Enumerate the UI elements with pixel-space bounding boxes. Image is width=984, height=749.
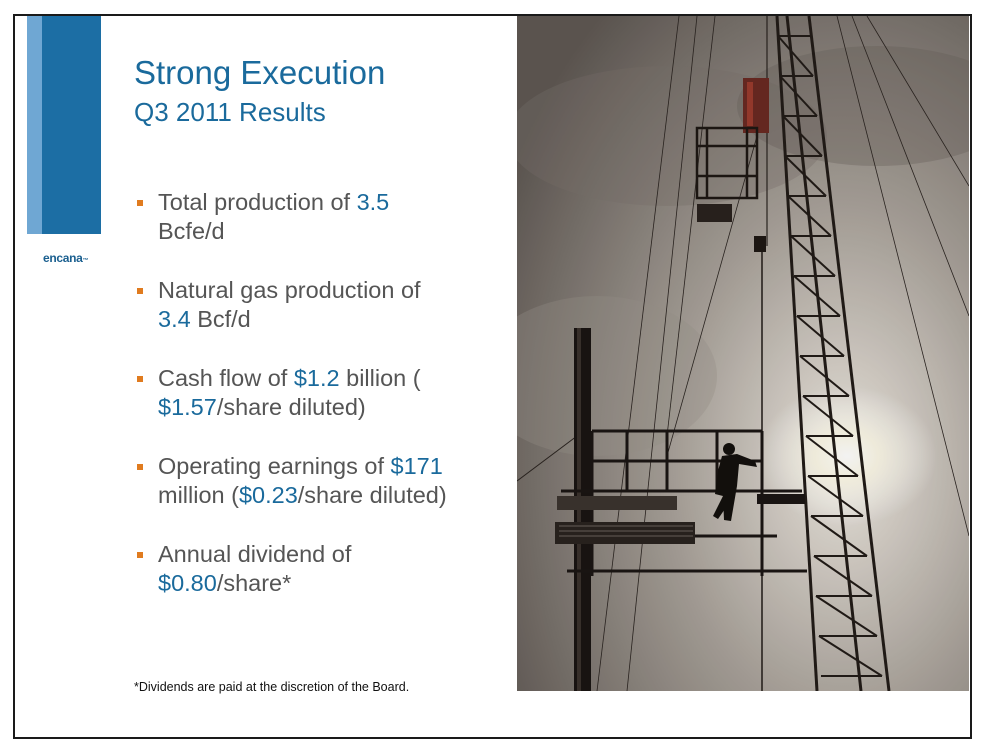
bullet-text: Bcfe/d — [158, 218, 225, 244]
bullet-marker-icon — [137, 376, 143, 382]
encana-logo: encana™ — [43, 251, 89, 265]
slide-subtitle: Q3 2011 Results — [134, 97, 326, 127]
drilling-rig-image — [517, 16, 969, 691]
bullet-text: Natural gas production of — [158, 277, 421, 303]
bullet-text: Total production of — [158, 189, 357, 215]
bullet-item: Natural gas production of 3.4 Bcf/d — [134, 276, 514, 334]
bullet-item: Annual dividend of $0.80/share* — [134, 540, 514, 598]
bullet-text: /share diluted) — [216, 394, 366, 420]
bullet-value: 3.5 — [356, 189, 390, 215]
bullet-text: /share diluted) — [297, 482, 447, 508]
bullet-text: Cash flow of — [158, 365, 294, 391]
bullet-text: Bcf/d — [190, 306, 251, 332]
bullet-text: Annual dividend of — [158, 541, 352, 567]
bullet-marker-icon — [137, 288, 143, 294]
accent-bar-dark — [42, 16, 101, 234]
bullet-item: Operating earnings of $171 million ($0.2… — [134, 452, 514, 510]
bullet-marker-icon — [137, 464, 143, 470]
bullet-text: Operating earnings of — [158, 453, 391, 479]
slide-title: Strong Execution — [134, 54, 386, 91]
bullet-text: million ( — [158, 482, 239, 508]
bullet-item: Cash flow of $1.2 billion ( $1.57/share d… — [134, 364, 514, 422]
bullet-value: 3.4 — [158, 306, 191, 332]
bullet-value: $1.2 — [293, 365, 340, 391]
bullet-value: $171 — [390, 453, 443, 479]
bullet-marker-icon — [137, 552, 143, 558]
bullet-value: $1.57 — [158, 394, 217, 420]
drilling-rig-photo — [517, 16, 969, 691]
bullet-text: billion ( — [339, 365, 421, 391]
bullet-list: Total production of 3.5 Bcfe/d Natural g… — [134, 188, 514, 598]
bullet-marker-icon — [137, 200, 143, 206]
accent-bar-light — [27, 16, 42, 234]
bullet-item: Total production of 3.5 Bcfe/d — [134, 188, 514, 246]
footnote: *Dividends are paid at the discretion of… — [134, 680, 410, 694]
bullet-text: /share* — [216, 570, 292, 596]
bullet-value: $0.23 — [238, 482, 298, 508]
bullet-value: $0.80 — [158, 570, 217, 596]
